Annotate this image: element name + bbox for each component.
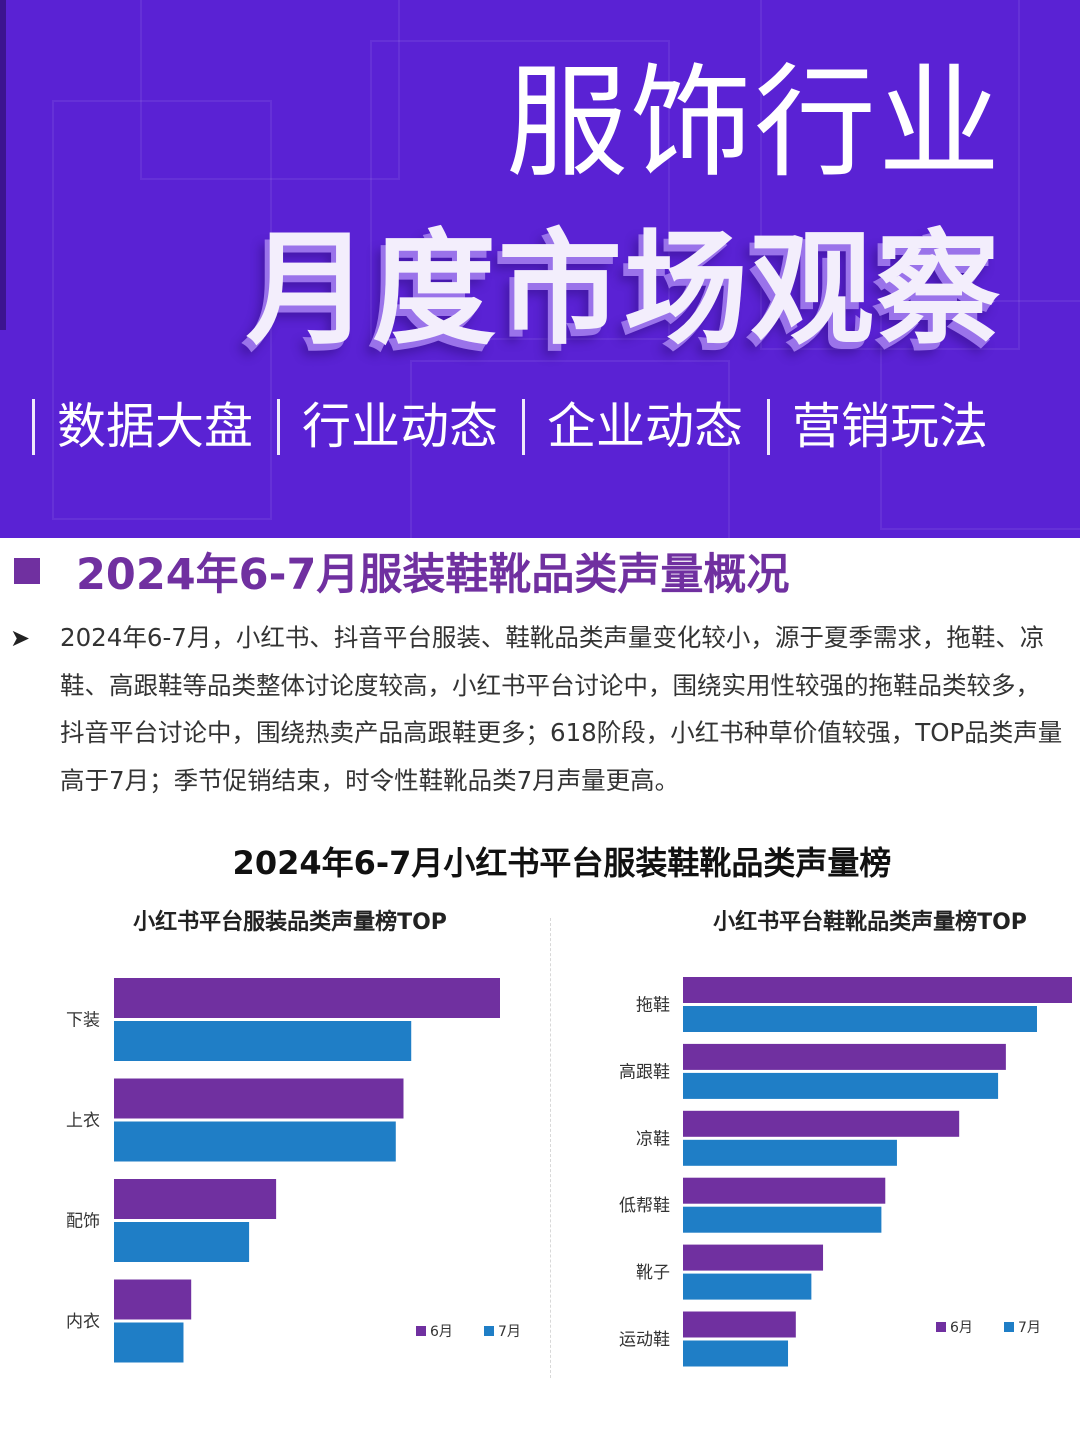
- bar-june-4: [683, 1244, 824, 1271]
- category-label: 下装: [66, 1011, 100, 1031]
- summary-paragraph: 2024年6-7月，小红书、抖音平台服装、鞋靴品类声量变化较小，源于夏季需求，拖…: [60, 623, 1063, 795]
- legend-label: 6月: [430, 1324, 453, 1340]
- decor-frame: [52, 100, 272, 520]
- bar-june-1: [114, 1078, 404, 1119]
- bar-july-5: [683, 1340, 789, 1367]
- banner-tabs: 数据大盘 行业动态 企业动态 营销玩法: [32, 396, 1012, 458]
- bar-july-0: [683, 1006, 1037, 1032]
- tab-company-news: 企业动态: [547, 398, 744, 455]
- section-title: 2024年6-7月服装鞋靴品类声量概况: [76, 550, 790, 600]
- bar-july-3: [683, 1206, 882, 1233]
- bar-july-2: [683, 1139, 897, 1166]
- category-label: 运动鞋: [619, 1330, 670, 1350]
- bar-june-0: [683, 977, 1072, 1003]
- category-label: 靴子: [636, 1263, 670, 1283]
- category-label: 拖鞋: [636, 996, 670, 1016]
- right-panel-title: 小红书平台鞋靴品类声量榜TOP: [713, 910, 1027, 935]
- chart-title: 2024年6-7月小红书平台服装鞋靴品类声量榜: [232, 844, 892, 882]
- bar-july-4: [683, 1273, 812, 1300]
- banner-title: 服饰行业: [506, 52, 1002, 194]
- bar-june-0: [114, 978, 500, 1018]
- legend-label: 7月: [498, 1324, 521, 1340]
- bar-june-5: [683, 1311, 796, 1338]
- left-panel-title: 小红书平台服装品类声量榜TOP: [133, 910, 447, 935]
- bar-june-2: [683, 1110, 960, 1137]
- bar-june-3: [683, 1177, 886, 1204]
- category-label: 上衣: [66, 1111, 100, 1131]
- decor-frame: [760, 0, 1020, 350]
- tab-separator: [32, 399, 35, 455]
- header-banner: 服饰行业 月度市场观察 数据大盘 行业动态 企业动态 营销玩法: [0, 0, 1080, 538]
- legend-label: 6月: [950, 1320, 973, 1336]
- category-label: 低帮鞋: [619, 1196, 670, 1216]
- decor-frame: [410, 360, 730, 538]
- category-label: 内衣: [66, 1312, 100, 1332]
- legend-swatch: [936, 1322, 946, 1332]
- bar-july-1: [683, 1072, 999, 1099]
- tab-marketing: 营销玩法: [792, 398, 989, 455]
- decor-frame: [140, 0, 400, 180]
- section-header: 2024年6-7月服装鞋靴品类声量概况: [14, 543, 790, 600]
- decor-frame: [880, 300, 1080, 530]
- bar-june-2: [114, 1179, 277, 1219]
- tab-separator: [767, 399, 771, 455]
- banner-subtitle: 月度市场观察: [245, 218, 1002, 362]
- legend-label: 7月: [1018, 1320, 1041, 1336]
- category-label: 凉鞋: [636, 1129, 670, 1149]
- category-label: 高跟鞋: [619, 1062, 670, 1082]
- legend-swatch: [1004, 1322, 1014, 1332]
- banner-edge: [0, 0, 6, 330]
- bar-june-3: [114, 1279, 192, 1320]
- bar-july-0: [114, 1021, 412, 1061]
- decor-frame: [370, 40, 670, 340]
- arrow-bullet-icon: ➤: [10, 624, 31, 652]
- square-marker-icon: [14, 558, 40, 584]
- tab-industry-news: 行业动态: [302, 398, 499, 455]
- legend-swatch: [416, 1326, 426, 1336]
- tab-separator: [277, 399, 281, 455]
- bar-july-1: [114, 1121, 396, 1162]
- tab-data-overview: 数据大盘: [57, 398, 254, 455]
- bar-june-1: [683, 1043, 1006, 1070]
- bar-july-3: [114, 1322, 184, 1363]
- tab-separator: [522, 399, 526, 455]
- category-label: 配饰: [66, 1212, 100, 1232]
- panel-divider: [550, 918, 551, 1378]
- legend-swatch: [484, 1326, 494, 1336]
- bar-july-2: [114, 1222, 250, 1262]
